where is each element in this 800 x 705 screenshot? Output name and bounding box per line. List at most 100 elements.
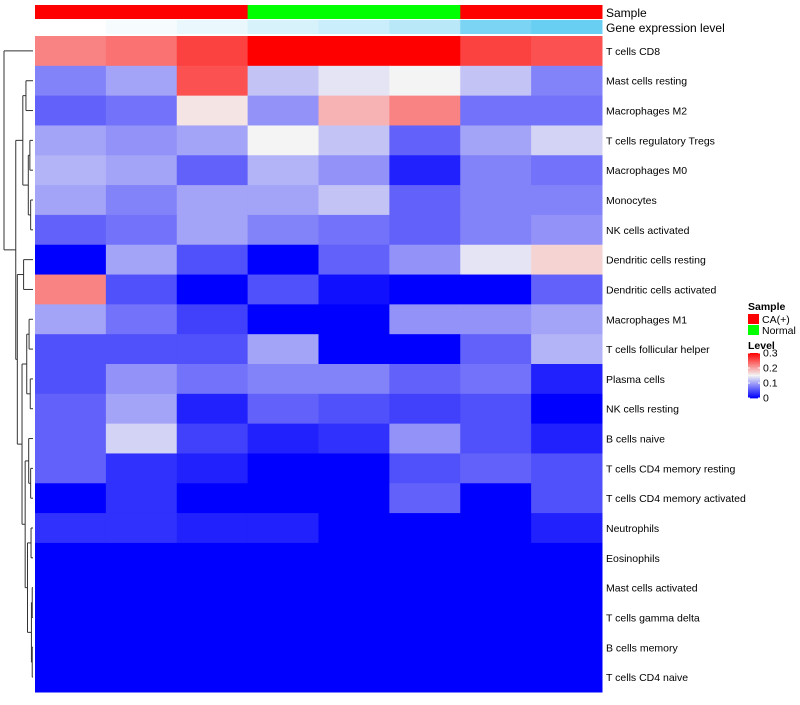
heatmap-cell: [176, 393, 249, 425]
heatmap-cell: [35, 155, 107, 186]
heatmap-cell: [531, 274, 603, 305]
row-label: Dendritic cells activated: [606, 284, 716, 296]
sample-annotation-cell: [247, 5, 319, 19]
color-legend-gradient-step: [748, 387, 760, 389]
sample-annotation-cell: [35, 5, 107, 19]
heatmap-cell: [247, 364, 319, 395]
color-legend-gradient-step: [748, 383, 760, 385]
heatmap-cell: [247, 185, 319, 216]
row-label: T cells CD4 naive: [606, 672, 688, 684]
heatmap-cell: [35, 662, 107, 693]
heatmap-cell: [105, 244, 178, 276]
heatmap-cell: [531, 334, 603, 365]
color-legend-gradient-step: [748, 375, 760, 377]
heatmap-cell: [318, 423, 390, 454]
heatmap-cell: [247, 542, 319, 574]
heatmap-cell: [318, 572, 390, 604]
heatmap-cell: [105, 214, 178, 246]
heatmap-cell: [176, 334, 249, 365]
heatmap-cell: [531, 513, 603, 544]
heatmap-cell: [105, 423, 178, 454]
heatmap-cell: [105, 453, 178, 484]
color-legend-gradient-step: [748, 364, 760, 366]
row-label: Mast cells activated: [606, 583, 698, 595]
heatmap-cell: [318, 214, 390, 246]
heatmap-cell: [35, 423, 107, 454]
heatmap-cell: [531, 36, 603, 67]
row-label: Macrophages M0: [606, 165, 687, 177]
heatmap-cell: [247, 572, 319, 604]
heatmap-cell: [318, 483, 390, 514]
heatmap-cell: [35, 95, 107, 126]
heatmap-cell: [247, 95, 319, 126]
color-legend-gradient-step: [748, 371, 760, 373]
expression-annotation-cell: [318, 20, 390, 34]
heatmap-cell: [35, 542, 107, 574]
heatmap-cell: [247, 214, 319, 246]
sample-legend-label: Normal: [762, 325, 796, 337]
heatmap-cell: [35, 214, 107, 246]
heatmap-cell: [105, 65, 178, 97]
heatmap-cell: [531, 95, 603, 126]
color-legend-gradient-step: [748, 372, 760, 374]
heatmap-cell: [389, 274, 461, 305]
heatmap-cell: [531, 125, 603, 156]
color-legend-tick-label: 0.3: [763, 348, 778, 360]
color-legend-gradient-step: [748, 353, 760, 355]
color-legend-tick-label: 0.1: [763, 378, 778, 390]
row-label: NK cells resting: [606, 404, 679, 416]
color-legend-gradient-step: [748, 358, 760, 360]
heatmap-cell: [318, 155, 390, 186]
heatmap-cell: [318, 513, 390, 544]
heatmap-cell: [318, 65, 390, 97]
sample-legend-label: CA(+): [762, 314, 790, 326]
heatmap-cell: [247, 274, 319, 305]
row-label: Macrophages M1: [606, 314, 687, 326]
heatmap-cell: [176, 244, 249, 276]
heatmap-cell: [318, 185, 390, 216]
color-legend-gradient-step: [748, 395, 760, 397]
heatmap-cell: [460, 155, 532, 186]
heatmap-cell: [105, 393, 178, 425]
heatmap-cell: [176, 542, 249, 574]
heatmap-cell: [247, 453, 319, 484]
heatmap-cell: [35, 483, 107, 514]
color-legend-gradient-step: [748, 365, 760, 367]
color-legend-gradient-step: [748, 381, 760, 383]
heatmap-cell: [176, 274, 249, 305]
heatmap-cell: [176, 214, 249, 246]
row-label: T cells regulatory Tregs: [606, 135, 715, 147]
heatmap-cell: [105, 185, 178, 216]
heatmap-cell: [531, 572, 603, 604]
color-legend-gradient-step: [748, 388, 760, 390]
heatmap-cell: [531, 65, 603, 97]
heatmap-cell: [247, 36, 319, 67]
sample-annotation-cell: [460, 5, 532, 19]
heatmap-cell: [318, 393, 390, 425]
heatmap-cell: [460, 364, 532, 395]
row-label: Dendritic cells resting: [606, 255, 706, 267]
heatmap-cell: [389, 244, 461, 276]
heatmap-cell: [318, 334, 390, 365]
color-legend-gradient-step: [748, 394, 760, 396]
color-legend-gradient-step: [748, 356, 760, 358]
expression-annotation-cell: [105, 20, 178, 34]
sample-annotation-cell: [318, 5, 390, 19]
heatmap-cell: [176, 483, 249, 514]
expression-annotation-cell: [35, 20, 107, 34]
heatmap-cell: [460, 423, 532, 454]
heatmap-cell: [460, 453, 532, 484]
heatmap-cell: [460, 125, 532, 156]
row-label: T cells CD4 memory resting: [606, 463, 735, 475]
heatmap-cell: [35, 632, 107, 663]
color-legend-gradient-step: [748, 362, 760, 364]
heatmap-cells: [35, 36, 603, 693]
color-legend-gradient-step: [748, 376, 760, 378]
heatmap-cell: [389, 513, 461, 544]
row-dendrogram: [3, 50, 33, 678]
heatmap-cell: [531, 364, 603, 395]
heatmap-cell: [389, 304, 461, 335]
sample-legend-swatch: [748, 314, 759, 324]
